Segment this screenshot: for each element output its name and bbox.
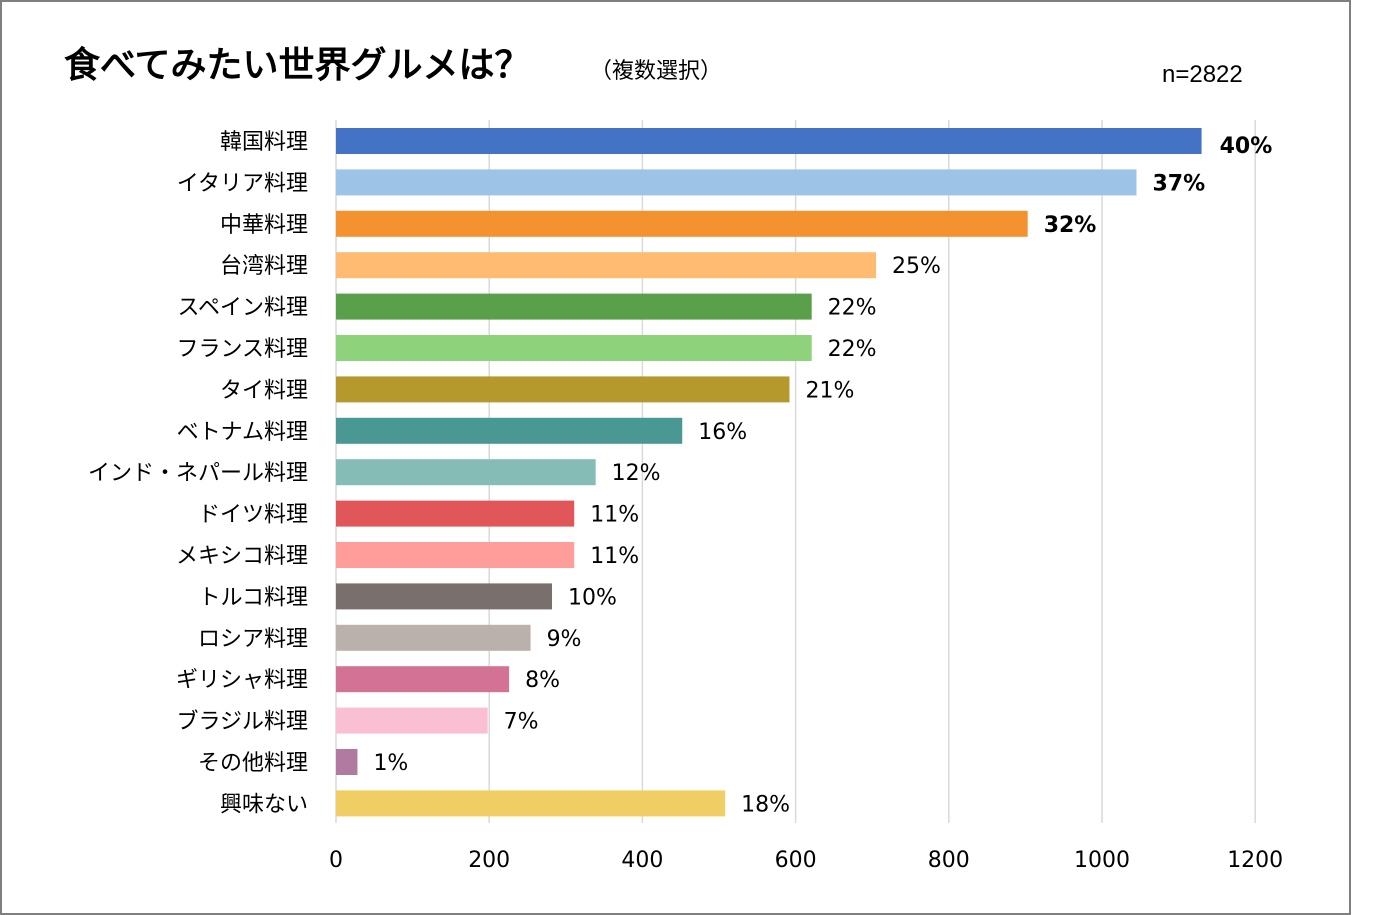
- bar: [336, 335, 812, 361]
- chart-title: 食べてみたい世界グルメは？: [64, 45, 531, 86]
- category-label: その他料理: [198, 751, 308, 776]
- data-label: 9%: [547, 627, 582, 652]
- category-label: インド・ネパール料理: [88, 461, 308, 486]
- category-label: ロシア料理: [198, 627, 308, 652]
- sample-size: n=2822: [1162, 61, 1243, 88]
- x-tick-label: 400: [621, 848, 663, 873]
- x-tick-label: 600: [775, 848, 817, 873]
- category-label: タイ料理: [220, 378, 308, 403]
- x-tick-label: 1200: [1227, 848, 1283, 873]
- category-label: 興味ない: [220, 792, 308, 817]
- chart-frame: 食べてみたい世界グルメは？ （複数選択） n=2822 韓国料理イタリア料理中華…: [0, 0, 1351, 915]
- bar: [336, 459, 596, 486]
- category-label: ベトナム料理: [177, 420, 308, 445]
- chart-subtitle: （複数選択）: [590, 59, 722, 84]
- x-tick-label: 200: [468, 848, 510, 873]
- data-label: 18%: [741, 792, 790, 817]
- category-labels: 韓国料理イタリア料理中華料理台湾料理スペイン料理フランス料理タイ料理ベトナム料理…: [88, 130, 308, 817]
- category-label: フランス料理: [176, 337, 308, 362]
- data-label: 10%: [568, 585, 617, 610]
- category-label: ドイツ料理: [198, 503, 308, 528]
- category-label: スペイン料理: [178, 296, 308, 321]
- bar: [336, 293, 812, 320]
- bar: [336, 417, 683, 444]
- bar: [336, 583, 553, 610]
- category-label: 中華料理: [220, 213, 308, 238]
- bar: [336, 707, 488, 734]
- data-label: 12%: [612, 461, 661, 486]
- data-label: 32%: [1044, 213, 1097, 238]
- category-label: 韓国料理: [220, 130, 308, 155]
- x-tick-label: 1000: [1074, 848, 1130, 873]
- bar: [336, 790, 726, 817]
- category-label: トルコ料理: [198, 585, 308, 610]
- x-tick-labels: 0 200 400 600 800 1000 1200: [329, 848, 1283, 873]
- data-label: 16%: [698, 420, 747, 445]
- gridlines: [335, 120, 1256, 823]
- category-label: ブラジル料理: [176, 710, 308, 735]
- data-label: 11%: [590, 503, 639, 528]
- data-label: 11%: [590, 544, 639, 569]
- data-label: 1%: [373, 751, 408, 776]
- x-tick-label: 0: [329, 848, 343, 873]
- data-labels: 40% 37% 32% 25% 22% 22% 21% 16% 12% 11% 11% 10% 9% 8%…: [373, 134, 1272, 817]
- data-label: 25%: [892, 254, 941, 279]
- data-label: 37%: [1152, 171, 1205, 196]
- bar: [336, 749, 358, 775]
- data-label: 8%: [525, 668, 560, 693]
- bar: [336, 210, 1028, 237]
- x-tick-label: 800: [928, 848, 970, 873]
- data-label: 7%: [504, 710, 539, 735]
- category-label: イタリア料理: [177, 171, 308, 196]
- category-label: ギリシャ料理: [176, 668, 308, 693]
- data-label: 22%: [828, 296, 877, 321]
- bar: [336, 169, 1137, 196]
- bar: [336, 666, 510, 693]
- category-label: メキシコ料理: [176, 544, 308, 569]
- data-label: 21%: [805, 378, 854, 403]
- bar: [336, 624, 531, 651]
- bar: [336, 500, 575, 527]
- bar: [336, 252, 877, 279]
- data-label: 40%: [1220, 134, 1273, 159]
- bar: [336, 376, 790, 403]
- bar: [336, 128, 1202, 154]
- bar: [336, 542, 575, 568]
- data-label: 22%: [828, 337, 877, 362]
- bars: [336, 128, 1202, 817]
- bar-chart: 食べてみたい世界グルメは？ （複数選択） n=2822 韓国料理イタリア料理中華…: [64, 45, 1283, 873]
- category-label: 台湾料理: [220, 254, 308, 279]
